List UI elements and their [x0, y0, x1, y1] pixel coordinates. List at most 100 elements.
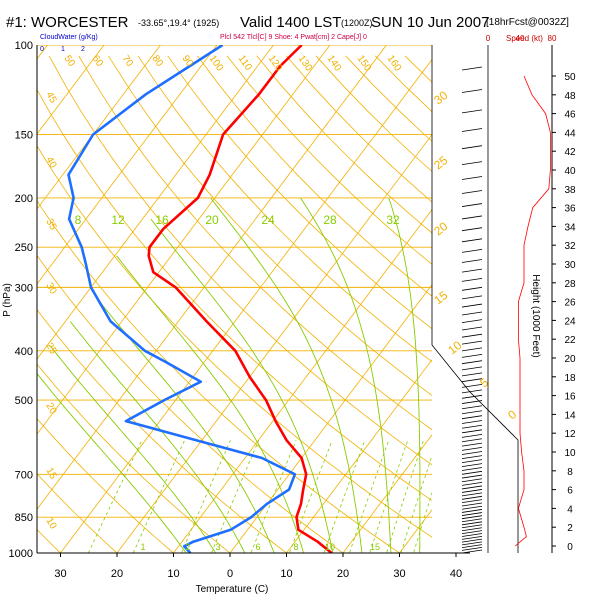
- height-tick-label: 40: [564, 166, 576, 177]
- x-tick-label: 40: [450, 568, 462, 580]
- wind-barb: [461, 366, 483, 371]
- dry-adiabat-label: 0: [505, 407, 519, 422]
- wind-barb: [461, 492, 483, 497]
- dewpoint-profile-line: [67, 45, 297, 553]
- isotherm-line: [456, 45, 600, 553]
- mixing-ratio-line: [369, 440, 409, 553]
- isotherm-label: 130: [296, 53, 315, 73]
- wind-barb: [461, 340, 483, 345]
- valid-time: Valid 1400 LST: [240, 14, 342, 31]
- isotherm-line: [37, 45, 218, 285]
- wind-barb: [461, 190, 483, 194]
- height-tick-label: 24: [564, 316, 576, 327]
- height-tick-label: 4: [567, 504, 573, 515]
- pressure-tick-label: 700: [15, 469, 33, 481]
- mixing-ratio-line: [87, 440, 143, 553]
- wind-barb: [461, 524, 483, 529]
- wind-barb: [461, 268, 483, 273]
- wind-barb: [461, 495, 483, 500]
- pressure-tick-label: 1000: [9, 548, 33, 560]
- moist-adiabat-label: 10: [325, 542, 335, 552]
- wind-barb: [461, 227, 483, 232]
- dry-adiabat-label: 25: [43, 341, 58, 357]
- cloud-water-tick: 2: [81, 46, 85, 53]
- wind-barb: [461, 509, 483, 513]
- pressure-tick-label: 200: [15, 193, 33, 205]
- height-tick-label: 2: [567, 523, 573, 534]
- height-tick-label: 12: [564, 429, 576, 440]
- wind-barb: [461, 420, 483, 424]
- wind-barb: [461, 303, 483, 308]
- isotherm-label: 90: [180, 53, 196, 69]
- dry-adiabat-line: [553, 56, 600, 564]
- wind-barb: [461, 499, 483, 504]
- wind-barb: [461, 400, 483, 404]
- wind-barb: [461, 527, 483, 532]
- height-tick-label: 30: [564, 260, 576, 271]
- height-axis-title: Height (1000 Feet): [530, 274, 541, 357]
- isotherm-line: [37, 45, 105, 135]
- dry-adiabat-line: [37, 309, 288, 553]
- wind-barb: [461, 478, 483, 483]
- mixing-ratio-line: [250, 440, 297, 553]
- wind-barb: [461, 429, 483, 434]
- wind-barb: [461, 128, 483, 132]
- wind-barb: [461, 311, 483, 316]
- wind-barb: [461, 546, 483, 551]
- x-tick-label: 20: [337, 568, 349, 580]
- height-tick-label: 42: [564, 147, 576, 158]
- wind-barb: [461, 410, 483, 415]
- wind-barb: [461, 438, 483, 443]
- isotherm-label: 150: [355, 53, 374, 73]
- mixing-ratio-label: 8: [75, 213, 82, 227]
- wind-barb: [461, 549, 483, 554]
- x-tick-label: 10: [280, 568, 292, 580]
- wind-barb: [461, 383, 483, 388]
- cloud-water-tick: 0: [40, 46, 44, 53]
- x-tick-label: 30: [54, 568, 66, 580]
- isotherm-line: [37, 45, 161, 210]
- wind-barb: [461, 535, 483, 540]
- pressure-tick-label: 150: [15, 129, 33, 141]
- wind-barb: [461, 518, 483, 523]
- height-tick-label: 6: [567, 486, 573, 497]
- wind-barb: [461, 442, 483, 447]
- dry-adiabat-label: 45: [43, 90, 58, 106]
- x-axis-title: Temperature (C): [196, 584, 269, 595]
- height-tick-label: 18: [564, 373, 576, 384]
- wind-barb: [461, 215, 483, 220]
- wind-barb: [461, 278, 483, 282]
- isotherm-line: [60, 58, 432, 553]
- wind-barb: [461, 203, 483, 207]
- height-tick-label: 32: [564, 241, 576, 252]
- dry-adiabat-line: [315, 55, 432, 173]
- dry-adiabat-label: 30: [43, 281, 58, 297]
- wind-barb: [461, 515, 483, 520]
- wind-speed-line: [514, 75, 551, 547]
- isotherm-label: 140: [325, 53, 344, 73]
- dry-adiabat-label: 30: [431, 88, 450, 107]
- moist-adiabat-line: [388, 197, 421, 553]
- wind-barb: [461, 502, 483, 507]
- pressure-tick-label: 400: [15, 346, 33, 358]
- wind-barb: [461, 353, 483, 358]
- dry-adiabat-line: [78, 55, 432, 431]
- wind-barb: [461, 360, 483, 365]
- wind-barb: [461, 389, 483, 394]
- x-tick-label: 30: [393, 568, 405, 580]
- dry-adiabat-line: [167, 55, 432, 330]
- isotherm-label: 120: [266, 53, 285, 73]
- wind-barb: [461, 248, 483, 253]
- isotherm-label: 60: [90, 53, 106, 69]
- wind-barb: [461, 347, 483, 352]
- mixing-ratio-line: [132, 440, 185, 553]
- dry-adiabat-line: [196, 55, 432, 297]
- moist-adiabat-line: [69, 321, 246, 553]
- height-tick-label: 16: [564, 392, 576, 403]
- wind-barb: [461, 372, 483, 377]
- moist-adiabat-line: [210, 197, 363, 553]
- speed-label: Speed (kt): [506, 34, 543, 43]
- height-tick-label: 34: [564, 222, 576, 233]
- wind-barb: [461, 505, 483, 510]
